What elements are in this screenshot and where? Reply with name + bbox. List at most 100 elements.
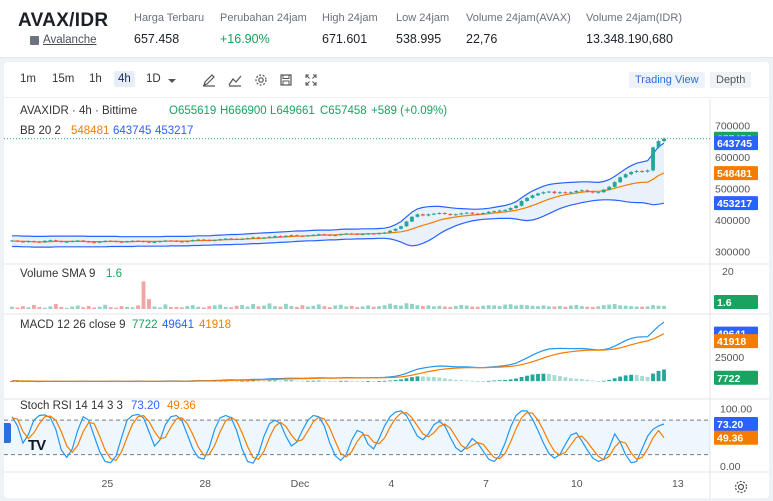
candle-body xyxy=(366,233,371,235)
depth-button[interactable]: Depth xyxy=(710,72,752,88)
panel-collapse-handle[interactable] xyxy=(4,423,11,443)
volume-bar xyxy=(92,307,97,309)
macd-histogram-bar xyxy=(366,381,371,382)
candle-body xyxy=(64,241,69,243)
stoch-tick: 0.00 xyxy=(720,461,741,473)
candle-body xyxy=(437,213,442,215)
volume-bar xyxy=(399,305,403,309)
save-icon[interactable] xyxy=(279,73,293,87)
volume-bar xyxy=(536,306,540,309)
candle-body xyxy=(267,236,272,238)
candle-body xyxy=(316,234,321,236)
fullscreen-icon[interactable] xyxy=(304,73,318,87)
stoch-badge-text: 73.20 xyxy=(717,419,743,431)
volume-bar xyxy=(568,305,573,309)
volume-bar xyxy=(547,306,551,309)
volume-bar xyxy=(223,306,228,309)
candle-body xyxy=(563,192,568,194)
macd-histogram-bar xyxy=(492,380,497,382)
price-chart[interactable]: 7000006000005000004000003000002025000010… xyxy=(4,99,769,498)
price-tick: 400000 xyxy=(715,215,750,227)
candle-body xyxy=(536,193,540,196)
volume-bar xyxy=(97,306,102,309)
volume-bar xyxy=(284,303,288,309)
volume-bar xyxy=(377,306,382,309)
timeframe-15m[interactable]: 15m xyxy=(52,73,75,85)
candle-body xyxy=(81,240,86,242)
macd-histogram-bar xyxy=(327,380,332,382)
candle-body xyxy=(481,213,486,215)
macd-histogram-bar xyxy=(634,375,639,382)
candle-body xyxy=(503,209,508,211)
volume-bar xyxy=(256,306,261,309)
volume-bar xyxy=(508,304,513,309)
timeframe-1m[interactable]: 1m xyxy=(20,73,36,85)
candle-body xyxy=(42,240,47,243)
timeframe-1h[interactable]: 1h xyxy=(89,73,102,85)
price-tick: 600000 xyxy=(715,152,750,164)
macd-histogram-bar xyxy=(530,374,535,382)
volume-bar xyxy=(557,305,562,309)
candle-body xyxy=(640,171,645,173)
volume-bar xyxy=(503,304,508,309)
stat-value: +16.90% xyxy=(220,32,270,46)
candle-body xyxy=(486,211,491,214)
volume-bar xyxy=(10,306,14,309)
candle-body xyxy=(31,241,36,243)
volume-bar xyxy=(492,305,497,309)
volume-bar xyxy=(21,306,25,309)
candle-body xyxy=(421,214,425,216)
indicators-icon[interactable] xyxy=(228,73,242,87)
candle-body xyxy=(464,212,469,214)
legend-change: +589 (+0.09%) xyxy=(371,105,447,117)
tradingview-logo: TV xyxy=(28,437,46,454)
volume-bar xyxy=(514,305,518,309)
volume-bar xyxy=(53,304,58,309)
candle-body xyxy=(525,197,529,202)
macd-histogram-bar xyxy=(371,381,376,382)
candle-body xyxy=(201,239,206,241)
macd-histogram-bar xyxy=(344,380,349,382)
macd-histogram-bar xyxy=(585,379,590,382)
macd-histogram-bar xyxy=(475,381,480,382)
volume-bar xyxy=(267,303,272,309)
timeframe-4h[interactable]: 4h xyxy=(114,71,135,87)
macd-histogram-bar xyxy=(415,376,420,382)
chevron-down-icon[interactable] xyxy=(167,77,177,85)
candle-body xyxy=(415,214,420,217)
volume-bar xyxy=(640,306,645,309)
candle-body xyxy=(590,191,595,193)
candle-body xyxy=(37,241,42,243)
macd-histogram-bar xyxy=(404,378,409,382)
legend-macd-line: 49641 xyxy=(162,319,194,331)
volume-bar xyxy=(645,306,650,309)
draw-pen-icon[interactable] xyxy=(202,73,216,87)
macd-histogram-bar xyxy=(377,380,382,382)
macd-histogram-bar xyxy=(552,375,557,382)
macd-histogram-bar xyxy=(388,380,392,382)
macd-histogram-bar xyxy=(333,380,338,382)
macd-histogram-bar xyxy=(410,377,414,382)
macd-histogram-bar xyxy=(289,380,294,382)
candle-body xyxy=(53,240,58,242)
volume-bar xyxy=(585,306,590,309)
timeframe-1d[interactable]: 1D xyxy=(146,73,161,85)
candle-body xyxy=(103,240,108,242)
volume-bar xyxy=(163,304,168,309)
candle-body xyxy=(147,241,151,243)
candle-body xyxy=(141,241,146,243)
volume-bar xyxy=(333,305,338,309)
time-tick: 13 xyxy=(672,478,684,490)
candle-body xyxy=(338,234,343,236)
trading-view-button[interactable]: Trading View xyxy=(629,72,705,88)
settings-gear-icon[interactable] xyxy=(254,73,268,87)
candle-body xyxy=(15,240,20,242)
macd-histogram-bar xyxy=(503,379,508,382)
volume-bar xyxy=(168,307,173,309)
time-tick: 7 xyxy=(483,478,489,490)
legend-low: L649661 xyxy=(270,105,315,117)
candle-body xyxy=(284,235,288,237)
axis-settings-icon[interactable] xyxy=(734,480,748,494)
coin-link[interactable]: Avalanche xyxy=(30,34,97,46)
macd-histogram-bar xyxy=(421,376,425,382)
